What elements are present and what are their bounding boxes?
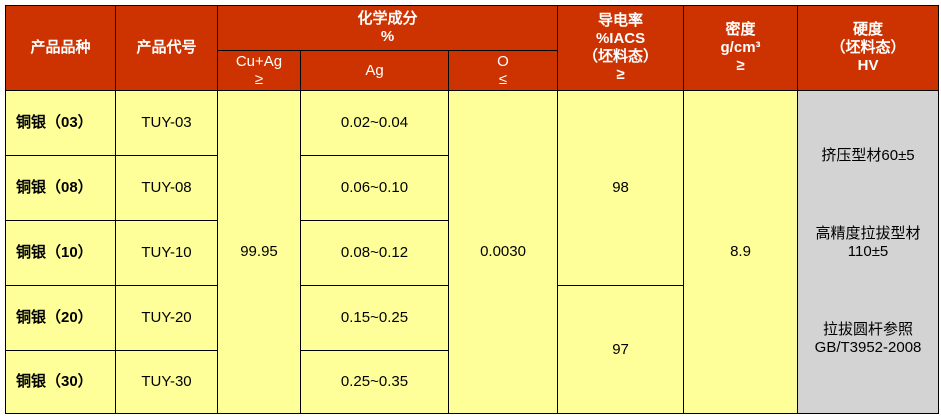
cell-text: 铜银（20） <box>16 309 93 326</box>
header-cell: 化学成分% <box>216 5 559 51</box>
cell-text: 0.02~0.04 <box>340 114 409 131</box>
header-text: Cu+Ag <box>235 52 283 70</box>
cell: 0.25~0.35 <box>300 350 449 414</box>
cell: 铜银（10） <box>5 220 116 286</box>
cell-text: GB/T3952-2008 <box>814 339 922 356</box>
cell: 铜银（03） <box>5 90 116 156</box>
header-text: % <box>380 28 395 45</box>
header-cell: Cu+Ag ≥ <box>217 50 301 91</box>
header-text: ≥ <box>616 66 625 83</box>
cell-text: 挤压型材60±5 <box>821 147 915 164</box>
cell: 铜银（20） <box>5 285 116 351</box>
cell: 97 <box>557 285 685 414</box>
cell-text: 0.0030 <box>480 243 526 260</box>
cell-text: 0.08~0.12 <box>340 244 409 261</box>
cell: 98 <box>557 90 685 286</box>
header-text: O <box>497 52 509 70</box>
header-text: ≤ <box>498 70 508 88</box>
cell: 0.08~0.12 <box>300 220 449 286</box>
cell-text: 97 <box>612 340 629 358</box>
header-cell: 导电率 %IACS （坯料态） ≥ <box>557 5 685 91</box>
cell-text: 高精度拉拔型材 <box>815 225 921 242</box>
header-text: HV <box>857 57 879 74</box>
header-cell: Ag <box>300 50 449 91</box>
cell-text: 0.25~0.35 <box>340 373 409 390</box>
cell-text: 拉拔圆杆参照 <box>823 321 914 338</box>
cell: TUY-08 <box>115 155 218 221</box>
cell-text: TUY-03 <box>141 114 192 131</box>
cell-text: 0.06~0.10 <box>340 179 409 196</box>
cell-text: TUY-20 <box>141 309 192 326</box>
cell: TUY-10 <box>115 220 218 286</box>
cell: 0.02~0.04 <box>300 90 449 156</box>
header-text: 化学成分 <box>357 10 418 27</box>
cell: 8.9 <box>683 90 799 414</box>
cell: TUY-30 <box>115 350 218 414</box>
cell: 99.95 <box>217 90 301 414</box>
cell: TUY-03 <box>115 90 218 156</box>
cell: TUY-20 <box>115 285 218 351</box>
header-cell: O ≤ <box>447 50 559 91</box>
cell-text: 98 <box>612 179 629 196</box>
header-text: ≥ <box>736 57 745 74</box>
cell-text: 8.9 <box>730 243 751 260</box>
header-text: 导电率 <box>598 12 644 29</box>
header-text: （坯料态） <box>583 48 659 65</box>
header-text: 硬度 <box>853 21 884 38</box>
header-text: 密度 <box>725 21 756 38</box>
header-cell: 硬度 （坯料态） HV <box>797 5 940 91</box>
header-text: 产品品种 <box>30 39 91 56</box>
cell-text: 0.15~0.25 <box>340 309 409 326</box>
cell-text: TUY-08 <box>141 179 192 196</box>
spec-table: 产品品种 产品代号 化学成分% 导电率 %IACS （坯料态） ≥ 密度 g/cm³ ≥ … <box>5 5 940 414</box>
header-cell: 产品品种 <box>5 5 116 91</box>
cell-text: 99.95 <box>240 243 278 260</box>
cell-text: TUY-30 <box>141 373 192 390</box>
cell-text: TUY-10 <box>141 244 192 261</box>
header-cell: 密度 g/cm³ ≥ <box>683 5 799 91</box>
header-text: %IACS <box>595 30 646 47</box>
header-text: （坯料态） <box>830 39 906 56</box>
cell-text: 铜银（10） <box>16 244 93 261</box>
cell: 挤压型材60±5 高精度拉拔型材 110±5 拉拔圆杆参照 GB/T3952-200… <box>797 90 940 414</box>
cell: 铜银（30） <box>5 350 116 414</box>
cell: 铜银（08） <box>5 155 116 221</box>
header-cell: 产品代号 <box>115 5 218 91</box>
cell-text: 铜银（30） <box>16 373 93 390</box>
cell: 0.0030 <box>447 90 559 414</box>
header-text: Ag <box>365 61 384 79</box>
header-text: ≥ <box>254 70 264 88</box>
cell: 0.15~0.25 <box>300 285 449 351</box>
cell-text: 110±5 <box>847 243 889 260</box>
header-text: g/cm³ <box>720 39 761 56</box>
cell-text: 铜银（03） <box>16 114 93 131</box>
cell-text: 铜银（08） <box>16 179 93 196</box>
header-text: 产品代号 <box>136 39 197 56</box>
cell: 0.06~0.10 <box>300 155 449 221</box>
